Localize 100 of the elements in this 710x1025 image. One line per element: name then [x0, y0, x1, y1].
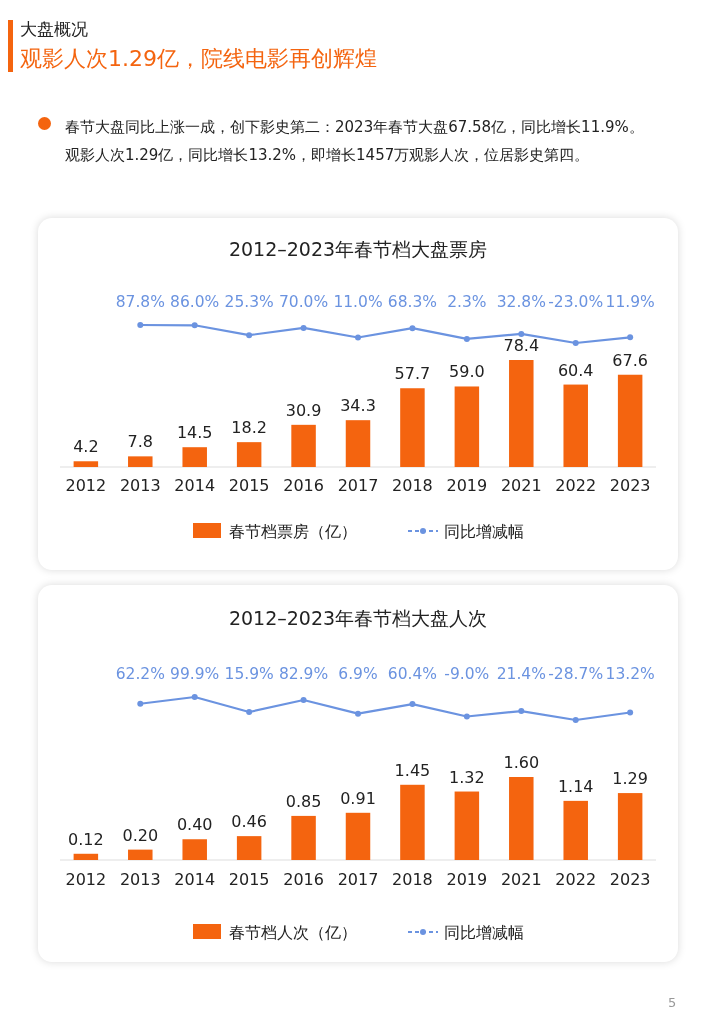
- x-tick-label: 2013: [119, 870, 161, 889]
- data-label: 1.45: [394, 760, 431, 780]
- data-label: 1.29: [612, 769, 648, 789]
- data-label: 15.9%: [224, 665, 274, 683]
- data-label: 60.4: [557, 360, 594, 380]
- bar: [563, 384, 588, 467]
- point: [355, 334, 361, 341]
- bar: [345, 812, 371, 860]
- data-label: -23.0%: [548, 293, 604, 311]
- data-label: 0.91: [340, 788, 376, 808]
- data-label: 6.9%: [338, 665, 378, 683]
- data-label: 87.8%: [115, 293, 165, 311]
- data-label: 62.2%: [115, 665, 165, 683]
- text: 大盘概况: [20, 18, 88, 41]
- point: [409, 701, 416, 708]
- data-label: 82.9%: [278, 665, 329, 683]
- data-label: 25.3%: [224, 293, 274, 311]
- bar: [128, 849, 153, 860]
- data-label: 68.3%: [387, 293, 438, 311]
- x-tick-label: 2018: [392, 476, 433, 495]
- x-tick-label: 2015: [228, 870, 270, 889]
- bar: [454, 791, 480, 860]
- legend-label: 春节档人次（亿）: [229, 923, 357, 942]
- bar: [454, 386, 480, 467]
- data-label: 18.2: [231, 418, 267, 438]
- bar: [73, 461, 99, 467]
- data-label: 67.6: [612, 350, 648, 370]
- x-tick-label: 2014: [174, 870, 216, 889]
- x-tick-label: 2013: [119, 476, 161, 495]
- point: [300, 324, 307, 331]
- point: [518, 330, 525, 337]
- x-tick-label: 2012: [65, 870, 107, 889]
- data-label: 34.3: [340, 396, 376, 416]
- text: 5: [668, 995, 677, 1010]
- point: [518, 708, 525, 715]
- x-tick-label: 2019: [446, 870, 488, 889]
- data-label: 70.0%: [278, 293, 329, 311]
- x-tick-label: 2017: [337, 870, 379, 889]
- point: [246, 709, 253, 716]
- x-tick-label: 2019: [446, 476, 488, 495]
- point: [191, 694, 198, 700]
- point: [409, 325, 416, 332]
- chart-title: 2012–2023年春节档大盘人次: [228, 607, 488, 629]
- point: [246, 332, 253, 339]
- data-label: 0.85: [285, 791, 322, 811]
- text: 观影人次1.29亿，院线电影再创辉煌: [20, 45, 377, 73]
- x-tick-label: 2022: [555, 870, 597, 889]
- data-label: 1.32: [449, 767, 485, 787]
- point: [627, 709, 634, 716]
- data-label: 30.9: [285, 400, 322, 420]
- data-label: 1.14: [557, 776, 594, 796]
- x-tick-label: 2016: [283, 870, 324, 889]
- bar: [236, 442, 262, 467]
- point: [572, 340, 579, 346]
- chart-title: 2012–2023年春节档大盘票房: [228, 238, 488, 260]
- bar: [400, 388, 425, 467]
- data-label: 11.9%: [605, 293, 655, 311]
- point: [300, 697, 307, 704]
- x-tick-label: 2014: [174, 476, 216, 495]
- x-tick-label: 2022: [555, 476, 597, 495]
- data-label: 0.12: [68, 829, 104, 849]
- bar: [617, 374, 643, 467]
- point: [572, 717, 579, 723]
- data-label: -28.7%: [548, 665, 604, 683]
- data-label: 0.20: [122, 825, 159, 845]
- x-tick-label: 2018: [392, 870, 433, 889]
- bar: [291, 424, 316, 467]
- data-label: 21.4%: [496, 665, 546, 683]
- data-label: 86.0%: [170, 293, 220, 311]
- bar: [400, 784, 425, 860]
- point: [463, 335, 470, 342]
- legend-label: 春节档票房（亿）: [229, 522, 357, 541]
- bar: [617, 793, 643, 860]
- x-tick-label: 2016: [283, 476, 324, 495]
- data-label: 13.2%: [605, 665, 655, 683]
- bar: [345, 420, 371, 467]
- bar: [291, 815, 316, 860]
- data-label: 57.7: [394, 364, 431, 384]
- x-tick-label: 2021: [500, 476, 542, 495]
- data-label: 99.9%: [170, 665, 220, 683]
- data-label: 78.4: [503, 336, 540, 355]
- x-tick-label: 2017: [337, 476, 379, 495]
- bar: [182, 447, 207, 467]
- data-label: 32.8%: [496, 293, 546, 311]
- data-label: 2.3%: [447, 293, 487, 311]
- bar: [128, 456, 153, 467]
- point: [627, 334, 634, 341]
- x-tick-label: 2023: [609, 476, 651, 495]
- x-tick-label: 2012: [65, 476, 107, 495]
- bar: [182, 839, 207, 860]
- data-label: 7.8: [127, 432, 154, 452]
- x-tick-label: 2023: [609, 870, 651, 889]
- bar: [509, 360, 534, 467]
- data-label: 0.40: [176, 815, 213, 835]
- point: [463, 713, 470, 720]
- data-label: 0.46: [231, 812, 267, 832]
- data-label: 11.0%: [333, 293, 383, 311]
- data-label: 59.0: [449, 362, 485, 382]
- data-label: 60.4%: [387, 665, 438, 683]
- x-tick-label: 2015: [228, 476, 270, 495]
